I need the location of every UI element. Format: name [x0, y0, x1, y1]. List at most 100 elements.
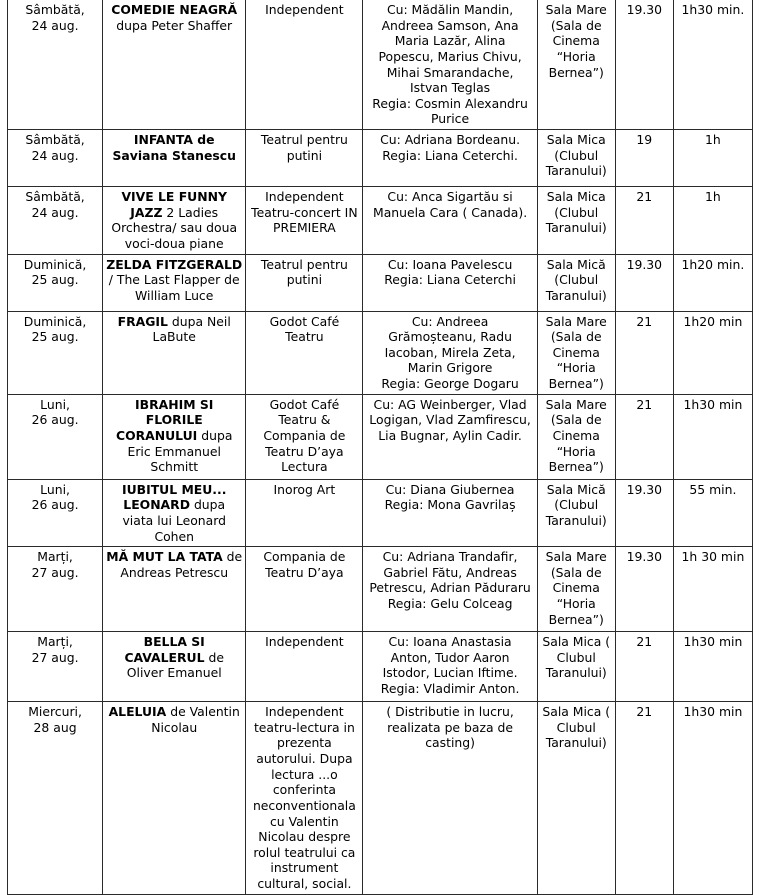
cell-cast: Cu: Adriana Trandafir, Gabriel Fătu, And…	[362, 546, 538, 633]
cell-venue: Sala Mica (Clubul Taranului)	[536, 129, 616, 187]
cell-time: 21	[614, 310, 674, 395]
cell-text-line: 26 aug.	[31, 412, 79, 428]
cell-date: Duminică, 25 aug.	[6, 310, 104, 395]
cell-text-line: Sala Mica (Clubul Taranului)	[545, 132, 607, 179]
cell-company: Godot Café Teatru	[245, 310, 364, 395]
cell-title: ZELDA FITZGERALD / The Last Flapper de W…	[102, 253, 247, 312]
cell-cast: Cu: Andreea Grămoșteanu, Radu Iacoban, M…	[362, 310, 538, 395]
show-subtitle: de Valentin Nicolau	[151, 704, 240, 735]
table-row: Marți, 27 aug. MĂ MUT LA TATA de Andreas P…	[6, 546, 754, 633]
cell-duration: 1h20 min	[672, 310, 754, 395]
performance-schedule-table: Sâmbătă, 24 aug. COMEDIE NEAGRĂ dupa Peter…	[6, 0, 754, 895]
cell-venue: Sala Mica (Clubul Taranului)	[536, 186, 616, 255]
show-subtitle: de Andreas Petrescu	[120, 549, 243, 580]
cell-text-line: 28 aug	[33, 719, 77, 735]
cell-duration: 1h30 min	[672, 701, 754, 895]
cell-date: Luni, 26 aug.	[6, 478, 104, 548]
cell-text-line: Sala Mică (Clubul Taranului)	[545, 481, 607, 528]
cell-text-line: Regia: Liana Ceterchi.	[382, 147, 518, 163]
cell-title: IUBITUL MEU... LEONARD dupa viata lui Le…	[102, 478, 247, 548]
cell-text-line: Sâmbătă,	[25, 2, 85, 17]
cell-text-line: Independent	[265, 634, 344, 650]
table-row: Sâmbătă, 24 aug. COMEDIE NEAGRĂ dupa Peter…	[6, 0, 754, 130]
cell-duration: 1h30 min	[672, 631, 754, 703]
cell-duration: 1h	[672, 129, 754, 187]
cell-time: 21	[614, 631, 674, 703]
cell-text-line: Regia: Gelu Colceag	[387, 596, 513, 611]
cell-text-line: 25 aug.	[31, 272, 79, 288]
show-title: VIVE LE FUNNY JAZZ	[121, 189, 227, 220]
cell-cast: ( Distributie in lucru, realizata pe baz…	[362, 701, 538, 895]
cell-date: Marți, 27 aug.	[6, 546, 104, 633]
cell-title: MĂ MUT LA TATA de Andreas Petrescu	[102, 546, 247, 633]
cell-company: Independent	[245, 631, 364, 703]
cell-text-line: Sâmbătă,	[25, 189, 85, 204]
cell-venue: Sala Mică (Clubul Taranului)	[536, 253, 616, 312]
cell-title: ALELUIA de Valentin Nicolau	[102, 701, 247, 895]
cell-time: 21	[614, 701, 674, 895]
show-subtitle: dupa Neil LaBute	[152, 313, 231, 345]
cell-date: Duminică, 25 aug.	[6, 253, 104, 312]
cell-venue: Sala Mare (Sala de Cinema “Horia Bernea”…	[536, 393, 616, 480]
cell-text-line: Duminică,	[23, 256, 87, 272]
cell-company: Teatrul pentru putini	[245, 129, 364, 187]
cell-text-line: 27 aug.	[31, 649, 79, 665]
show-subtitle: / The Last Flapper de William Luce	[108, 272, 240, 303]
show-subtitle: 2 Ladies Orchestra/ sau doua voci-doua p…	[111, 204, 238, 251]
cell-time: 19.30	[614, 478, 674, 548]
cell-text-line: Sâmbătă,	[25, 132, 85, 147]
cell-duration: 55 min.	[672, 478, 754, 548]
cell-cast: Cu: Mădălin Mandin, Andreea Samson, Ana …	[362, 0, 538, 130]
cell-text-line: 24 aug.	[31, 17, 79, 33]
cell-text-line: Godot Café Teatru	[269, 313, 340, 345]
cell-venue: Sala Mică (Clubul Taranului)	[536, 478, 616, 548]
show-title: ZELDA FITZGERALD	[106, 256, 243, 272]
show-title: COMEDIE NEAGRĂ	[111, 2, 238, 17]
cell-text-line: Cu: Adriana Bordeanu.	[380, 132, 521, 147]
cell-title: COMEDIE NEAGRĂ dupa Peter Shaffer	[102, 0, 247, 130]
cell-text-line: Cu: Adriana Trandafir, Gabriel Fătu, And…	[369, 549, 531, 596]
cell-text-line: Independent Teatru-concert IN PREMIERA	[251, 189, 358, 236]
cell-text-line: Regia: Liana Ceterchi	[384, 272, 516, 288]
cell-text-line: Sala Mare (Sala de Cinema “Horia Bernea”…	[545, 549, 607, 627]
cell-company: Independent Teatru-concert IN PREMIERA	[245, 186, 364, 255]
cell-time: 19.30	[614, 546, 674, 633]
cell-text-line: Independent teatru-lectura in prezenta a…	[252, 704, 356, 891]
schedule-rows: Sâmbătă, 24 aug. COMEDIE NEAGRĂ dupa Peter…	[6, 0, 754, 895]
show-title: FRAGIL	[117, 313, 168, 329]
cell-text-line: Sala Mica ( Clubul Taranului)	[542, 704, 611, 751]
table-row: Luni, 26 aug. IBRAHIM SI FLORILE CORANULUI…	[6, 393, 754, 480]
cell-text-line: Cu: Diana Giubernea	[385, 481, 515, 497]
cell-company: Godot Café Teatru & Compania de Teatru D…	[245, 393, 364, 480]
table-row: Sâmbătă, 24 aug. VIVE LE FUNNY JAZZ 2 Ladi…	[6, 186, 754, 255]
cell-date: Luni, 26 aug.	[6, 393, 104, 480]
cell-title: IBRAHIM SI FLORILE CORANULUI dupa Eric E…	[102, 393, 247, 480]
cell-venue: Sala Mare (Sala de Cinema “Horia Bernea”…	[536, 0, 616, 130]
cell-text-line: Regia: Mona Gavrilaș	[384, 497, 516, 513]
show-subtitle: dupa Eric Emmanuel Schmitt	[127, 427, 233, 475]
cell-text-line: 24 aug.	[31, 147, 79, 163]
cell-text-line: Cu: Ioana Pavelescu	[387, 256, 513, 272]
cell-text-line: Teatrul pentru putini	[260, 256, 348, 288]
table-row: Duminică, 25 aug. FRAGIL dupa Neil LaBute G…	[6, 310, 754, 395]
cell-text-line: Marți,	[37, 549, 73, 565]
show-title: ALELUIA	[108, 704, 167, 720]
cell-venue: Sala Mica ( Clubul Taranului)	[536, 701, 616, 895]
cell-company: Independent teatru-lectura in prezenta a…	[245, 701, 364, 895]
cell-text-line: ( Distributie in lucru, realizata pe baz…	[386, 704, 514, 751]
cell-text-line: 27 aug.	[31, 564, 79, 580]
show-subtitle: dupa Peter Shaffer	[116, 17, 233, 33]
cell-date: Sâmbătă, 24 aug.	[6, 129, 104, 187]
cell-company: Inorog Art	[245, 478, 364, 548]
cell-duration: 1h20 min.	[672, 253, 754, 312]
cell-venue: Sala Mare (Sala de Cinema “Horia Bernea”…	[536, 546, 616, 633]
cell-text-line: Sala Mică (Clubul Taranului)	[545, 256, 607, 303]
cell-time: 21	[614, 393, 674, 480]
cell-text-line: Cu: Andreea Grămoșteanu, Radu Iacoban, M…	[384, 313, 516, 376]
cell-time: 19.30	[614, 253, 674, 312]
show-title: IUBITUL MEU... LEONARD	[122, 481, 227, 513]
cell-cast: Cu: Anca Sigartău si Manuela Cara ( Cana…	[362, 186, 538, 255]
cell-cast: Cu: Diana Giubernea Regia: Mona Gavrilaș	[362, 478, 538, 548]
cell-text-line: Miercuri,	[28, 704, 82, 720]
cell-text-line: Teatrul pentru putini	[260, 132, 348, 163]
